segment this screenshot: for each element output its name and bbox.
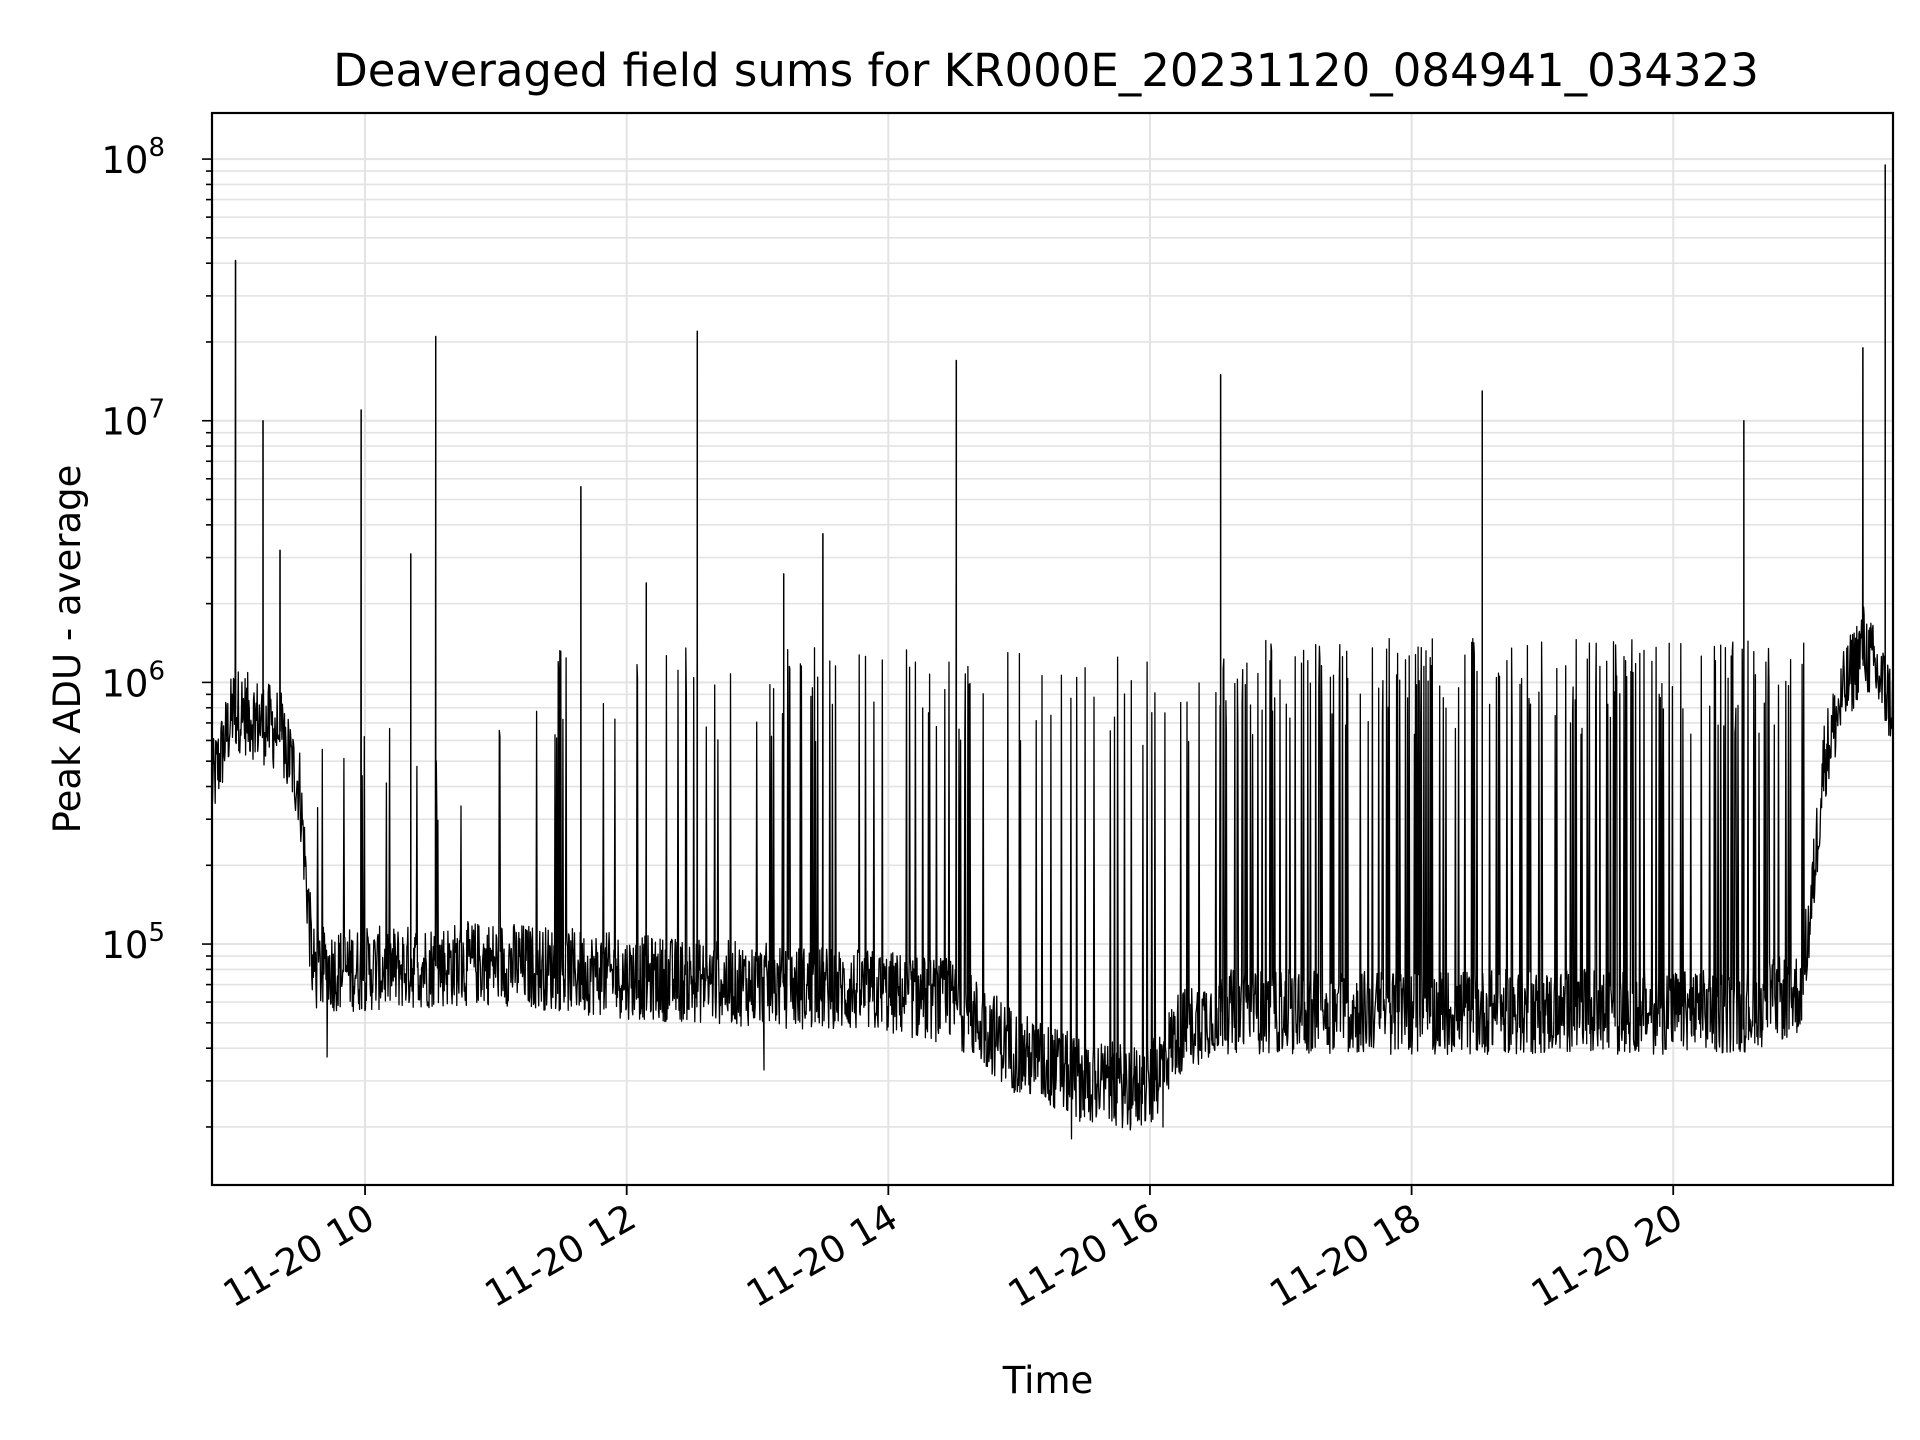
y-tick-exponent: 7 [148,395,165,425]
y-tick-exponent: 6 [148,656,165,686]
y-tick-label: 108 [101,133,165,182]
y-tick-base: 10 [101,924,148,967]
x-axis-label: Time [1002,1359,1094,1402]
y-tick-exponent: 5 [148,918,165,948]
y-tick-base: 10 [101,662,148,705]
chart-title: Deaveraged field sums for KR000E_2023112… [333,44,1759,97]
y-tick-base: 10 [101,139,148,182]
y-tick-label: 106 [101,656,165,705]
y-tick-exponent: 8 [148,133,165,163]
series-path [211,164,1894,1140]
y-axis-label: Peak ADU - average [46,465,89,834]
y-tick-label: 107 [101,395,165,444]
y-tick-base: 10 [101,401,148,444]
plot-frame [210,111,1895,1187]
series-line [211,164,1894,1140]
y-tick-label: 105 [101,918,165,967]
